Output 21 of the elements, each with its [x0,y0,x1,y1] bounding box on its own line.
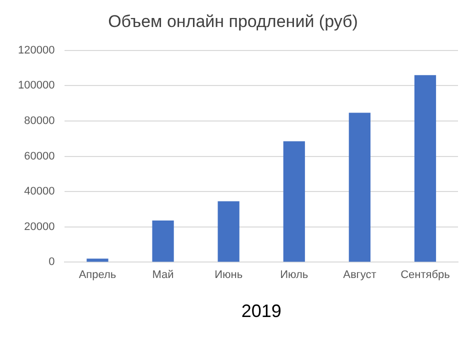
y-tick-label: 120000 [18,44,55,56]
y-tick-label: 60000 [24,150,55,162]
bar [152,220,174,262]
bar [218,201,240,262]
y-tick-label: 0 [48,256,55,268]
y-tick-label: 100000 [18,80,55,92]
bar [348,112,370,262]
y-tick-label: 20000 [24,220,55,233]
bar [86,258,108,262]
bar [283,141,305,262]
bar [414,75,436,262]
x-axis-title: 2019 [241,301,282,322]
x-tick-label: Сентябрь [400,268,450,281]
y-tick-label: 40000 [24,186,55,198]
x-tick-label: Август [343,268,376,281]
x-tick-label: Июль [280,268,308,281]
x-tick-label: Май [152,268,174,281]
x-tick-label: Апрель [78,268,116,281]
chart-title: Объем онлайн продлений (руб) [108,12,358,31]
x-tick-label: Июнь [214,268,243,281]
y-tick-label: 80000 [24,115,55,128]
